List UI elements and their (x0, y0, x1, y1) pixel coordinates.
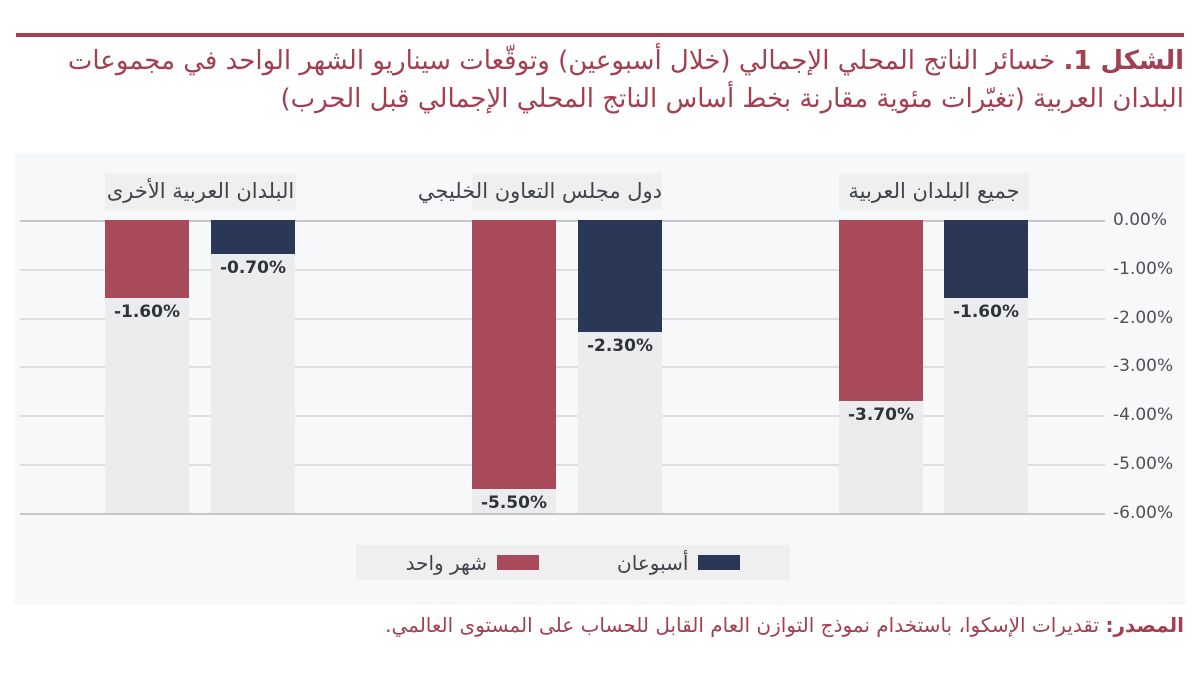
chart-area: 0.00% -1.00% -2.00% -3.00% -4.00% -5.00%… (15, 153, 1185, 605)
y-tick-6: -6.00% (1113, 503, 1174, 523)
group-label-other-arab-countries: البلدان العربية الأخرى (105, 173, 296, 210)
y-tick-0: 0.00% (1113, 210, 1168, 230)
gridline (20, 269, 1105, 271)
legend-item-one-month: شهر واحد (405, 550, 540, 575)
group-label-all-arab-countries: جميع البلدان العربية (839, 173, 1029, 210)
legend-label-two-weeks: أسبوعان (617, 550, 689, 575)
gridline (20, 415, 1105, 417)
source-note: المصدر: تقديرات الإسكوا، باستخدام نموذج … (16, 610, 1184, 640)
gridline-zero (20, 220, 1105, 222)
gridline (20, 366, 1105, 368)
value-label: -2.30% (586, 336, 654, 356)
legend-swatch-two-weeks (698, 555, 741, 570)
legend-swatch-one-month (497, 555, 540, 570)
group-label-gcc-countries: دول مجلس التعاون الخليجي (418, 173, 662, 210)
source-text: تقديرات الإسكوا، باستخدام نموذج التوازن … (385, 613, 1106, 637)
value-label: -0.70% (219, 258, 287, 278)
title-rule (16, 33, 1184, 37)
figure-title-text: خسائر الناتج المحلي الإجمالي (خلال أسبوع… (67, 46, 1184, 114)
value-label: -1.60% (113, 302, 181, 322)
figure-title: الشكل 1. خسائر الناتج المحلي الإجمالي (خ… (16, 42, 1184, 118)
legend: أسبوعان شهر واحد (356, 545, 790, 580)
y-tick-2: -2.00% (1113, 308, 1174, 328)
y-tick-4: -4.00% (1113, 405, 1174, 425)
bar-two-weeks-other-arab (211, 220, 295, 254)
gridline (20, 464, 1105, 466)
y-tick-1: -1.00% (1113, 259, 1174, 279)
gridline (20, 318, 1105, 320)
value-label: -3.70% (847, 405, 915, 425)
y-tick-5: -5.00% (1113, 454, 1174, 474)
value-label: -5.50% (480, 493, 548, 513)
gridline-bottom (20, 513, 1105, 515)
y-tick-3: -3.00% (1113, 356, 1174, 376)
figure-number: الشكل 1. (1063, 46, 1185, 76)
bar-two-weeks-gcc (578, 220, 662, 332)
legend-label-one-month: شهر واحد (405, 550, 488, 575)
column-shadow (211, 220, 295, 513)
bar-one-month-gcc (472, 220, 556, 489)
bar-one-month-other-arab (105, 220, 189, 298)
value-label: -1.60% (952, 302, 1020, 322)
source-prefix: المصدر: (1105, 613, 1184, 637)
bar-one-month-all-arab (839, 220, 923, 401)
bar-two-weeks-all-arab (944, 220, 1028, 298)
legend-item-two-weeks: أسبوعان (617, 550, 741, 575)
